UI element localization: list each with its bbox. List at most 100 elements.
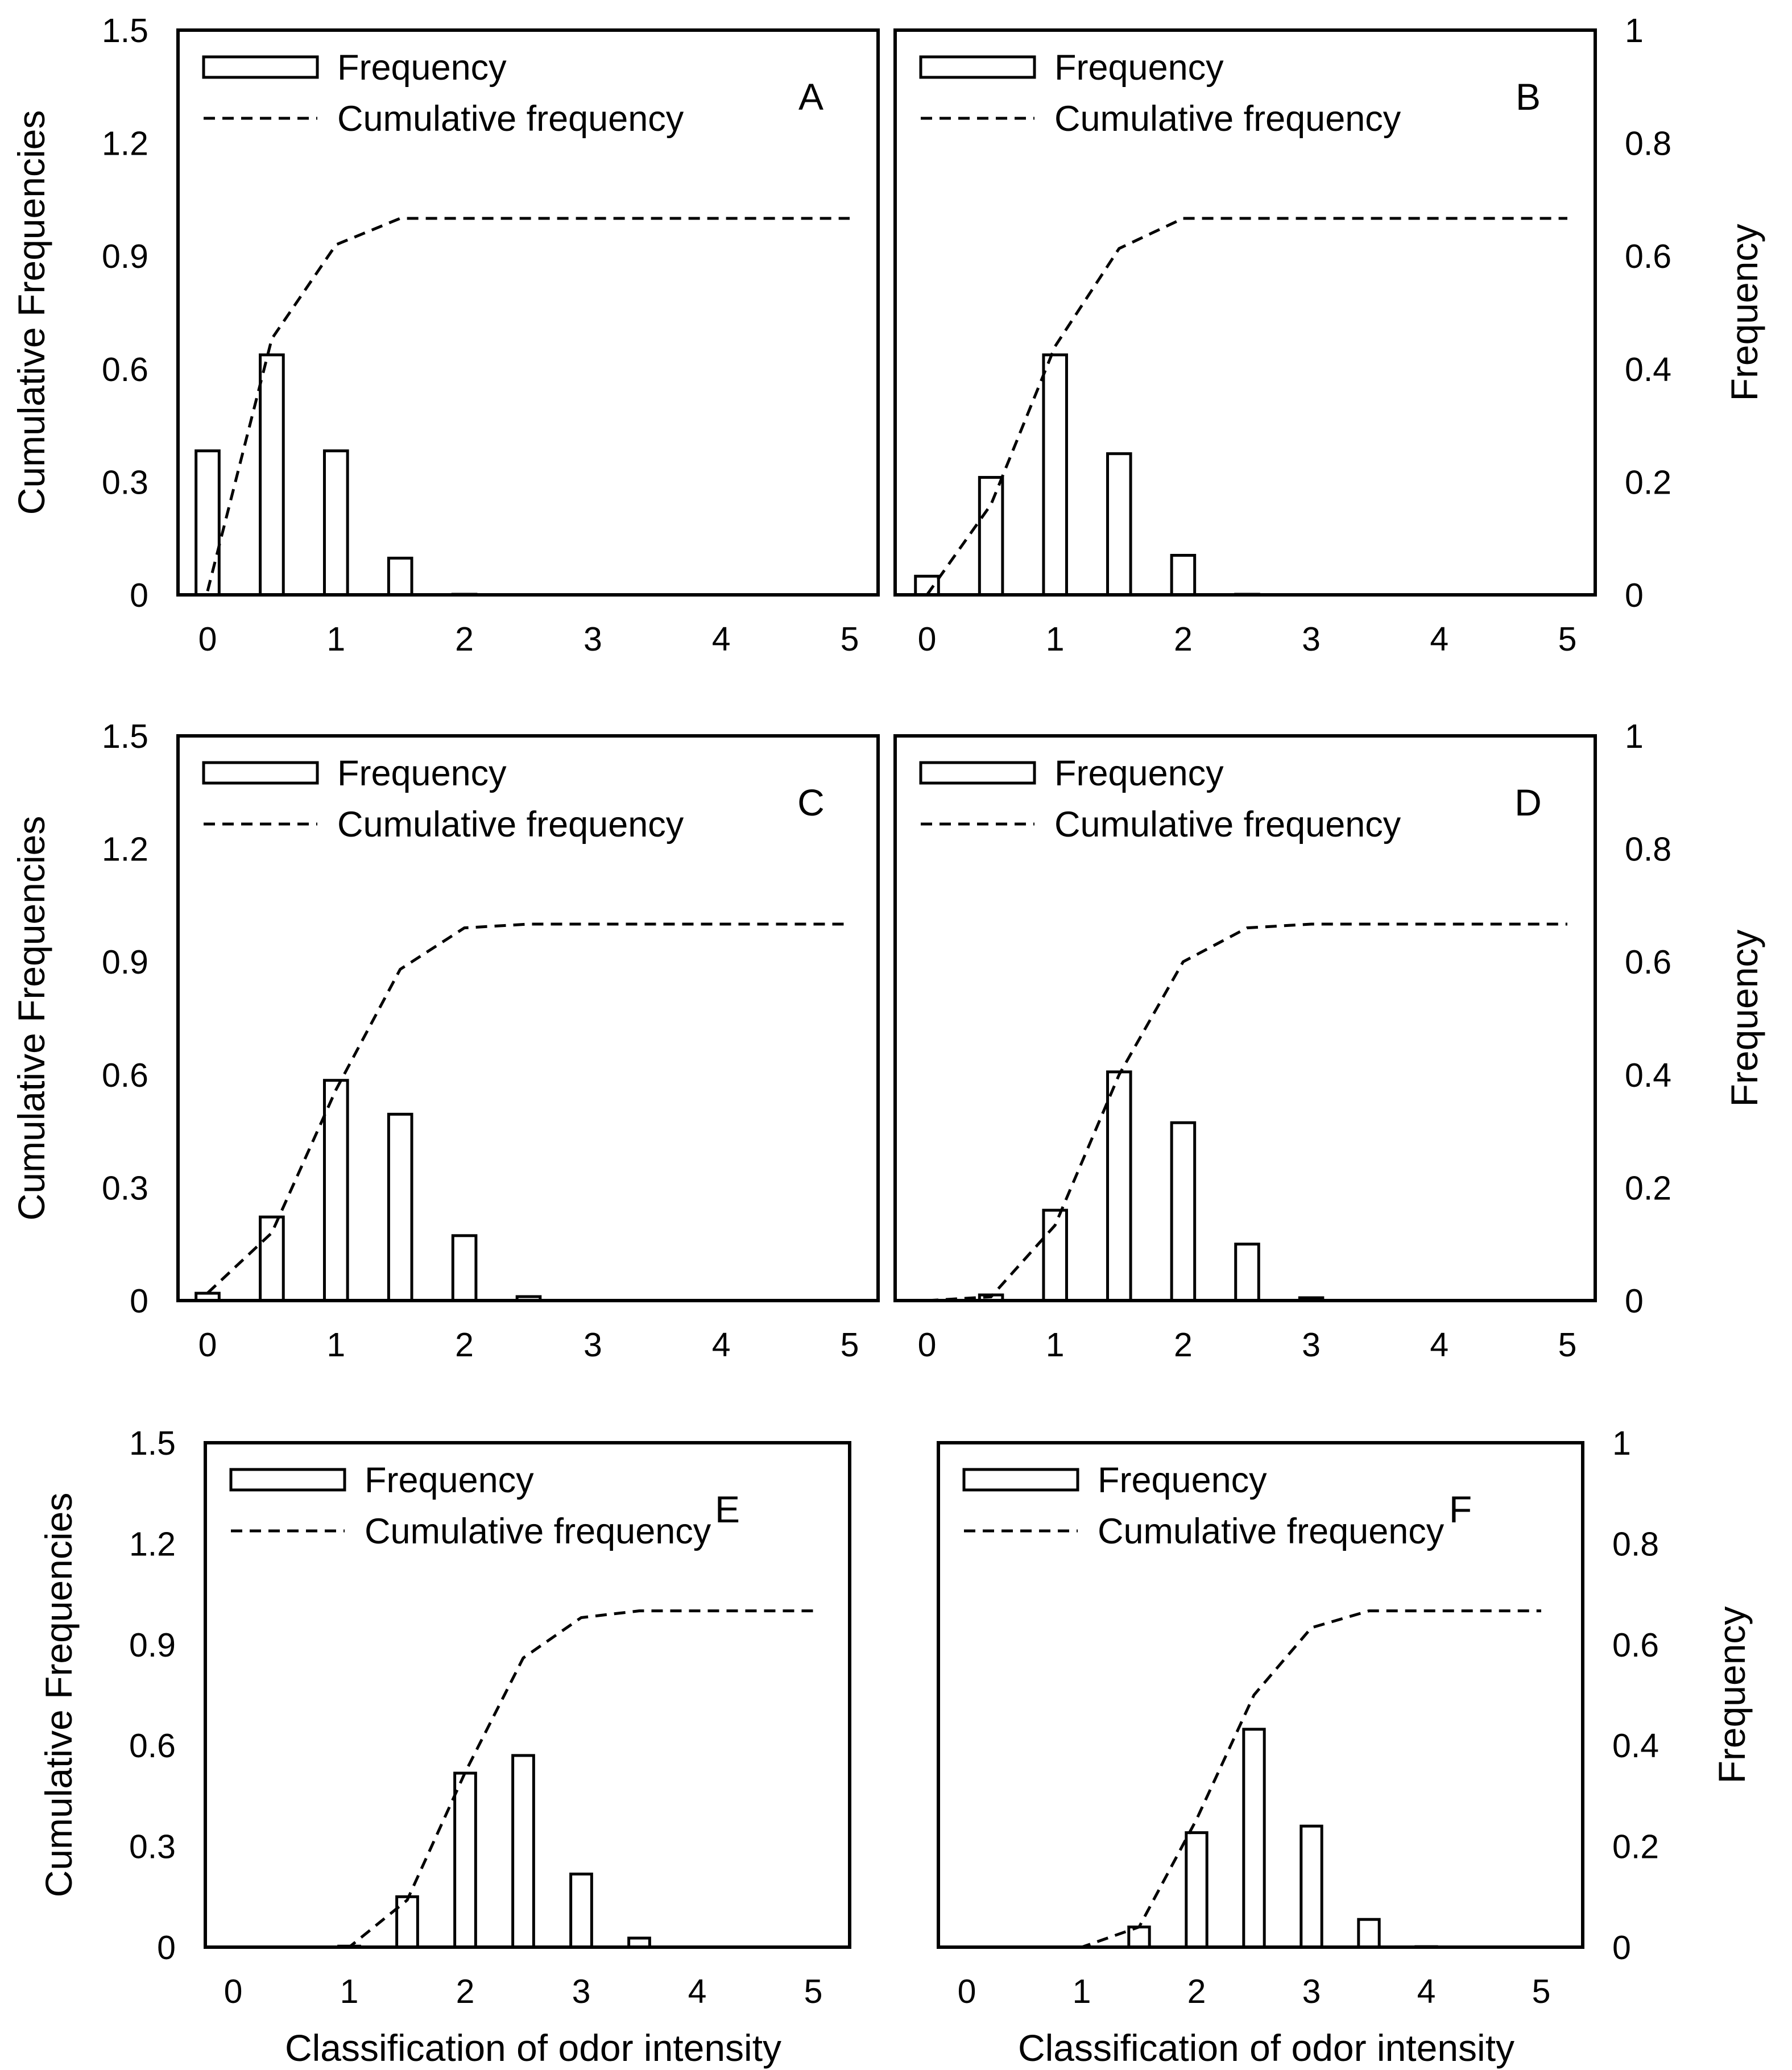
legend-frequency-swatch — [919, 55, 1036, 79]
legend-frequency-label: Frequency — [1098, 1460, 1267, 1500]
right-y-tick-label: 0.4 — [1612, 1727, 1659, 1765]
left-y-tick-label: 1.5 — [102, 718, 148, 755]
right-axis-title: Frequency — [1711, 1607, 1753, 1784]
legend-cumulative-label: Cumulative frequency — [337, 805, 684, 844]
frequency-bar — [387, 1112, 413, 1302]
x-tick-label: 5 — [1558, 620, 1577, 658]
frequency-bar — [1185, 1831, 1209, 1949]
x-tick-label: 1 — [340, 1973, 359, 2010]
legend-frequency-label: Frequency — [365, 1460, 534, 1500]
right-y-tick-label: 0 — [1612, 1929, 1631, 1966]
legend-frequency-swatch — [919, 761, 1036, 785]
chart-panel-e: 0 1 2 3 4 5 0 0.3 0.6 0.9 1.2 1.5 Cumulative Frequen… — [38, 1425, 851, 2069]
right-y-tick-label: 0.6 — [1625, 943, 1671, 981]
frequency-bar — [1127, 1926, 1151, 1949]
x-tick-label: 0 — [198, 1326, 217, 1364]
plot-frame — [937, 1441, 1584, 1949]
x-tick-label: 3 — [583, 620, 602, 658]
x-tick-label: 0 — [918, 1326, 937, 1364]
frequency-bar — [511, 1754, 535, 1949]
legend-frequency-swatch — [202, 761, 319, 785]
frequency-bar — [387, 556, 413, 597]
frequency-bar — [194, 449, 221, 597]
legend-frequency-label: Frequency — [337, 754, 507, 793]
left-y-tick-label: 0 — [130, 577, 148, 614]
frequency-bar — [1042, 353, 1068, 597]
legend-frequency-label: Frequency — [337, 48, 507, 88]
x-tick-label: 0 — [918, 620, 937, 658]
frequency-bar — [1242, 1728, 1266, 1949]
frequency-bar — [453, 1771, 477, 1949]
frequency-bar — [1170, 553, 1197, 597]
left-axis-title: Cumulative Frequencies — [10, 816, 52, 1221]
legend-frequency-swatch — [962, 1468, 1079, 1492]
x-tick-label: 4 — [1430, 1326, 1449, 1364]
legend-frequency-label: Frequency — [1054, 754, 1224, 793]
x-tick-label: 2 — [455, 620, 474, 658]
frequency-bar — [451, 1234, 478, 1302]
x-tick-label: 5 — [804, 1973, 823, 2010]
x-tick-label: 2 — [456, 1973, 475, 2010]
left-y-tick-label: 0.6 — [102, 351, 148, 388]
cumulative-frequency-line — [925, 217, 1567, 596]
panel-letter: E — [715, 1488, 740, 1530]
frequency-bar — [259, 353, 285, 597]
left-y-tick-label: 1.5 — [129, 1425, 176, 1462]
x-tick-label: 3 — [583, 1326, 602, 1364]
x-tick-label: 2 — [1174, 1326, 1193, 1364]
legend-cumulative-label: Cumulative frequency — [1098, 1512, 1445, 1551]
x-tick-label: 1 — [1046, 1326, 1065, 1364]
right-axis-title: Frequency — [1723, 930, 1765, 1107]
right-y-tick-label: 0.4 — [1625, 1057, 1671, 1094]
plot-frame — [204, 1441, 851, 1949]
x-tick-label: 5 — [841, 620, 859, 658]
frequency-bar — [1299, 1824, 1323, 1949]
left-y-tick-label: 0 — [130, 1282, 148, 1320]
right-y-tick-label: 0.8 — [1625, 831, 1671, 868]
x-tick-label: 4 — [1430, 620, 1449, 658]
legend-frequency-swatch — [202, 55, 319, 79]
x-tick-label: 4 — [1417, 1973, 1436, 2010]
x-tick-label: 4 — [712, 1326, 731, 1364]
x-tick-label: 3 — [1302, 1973, 1321, 2010]
left-y-tick-label: 0 — [157, 1929, 176, 1966]
x-tick-label: 1 — [1046, 620, 1065, 658]
x-tick-label: 0 — [198, 620, 217, 658]
panel-letter: F — [1449, 1488, 1472, 1530]
right-y-tick-label: 1 — [1612, 1425, 1631, 1462]
frequency-bar — [322, 1079, 349, 1302]
frequency-bar — [322, 449, 349, 597]
frequency-bar — [1106, 452, 1132, 597]
x-tick-label: 5 — [841, 1326, 859, 1364]
left-y-tick-label: 0.3 — [102, 463, 148, 501]
right-y-tick-label: 0.8 — [1625, 125, 1671, 163]
left-y-tick-label: 0.9 — [102, 943, 148, 981]
frequency-bar — [1042, 1208, 1068, 1302]
chart-panel-d: 0 1 2 3 4 5 0 0.2 0.4 0.6 0.8 1 Frequency Frequency Cu… — [893, 718, 1765, 1364]
x-tick-label: 3 — [1302, 620, 1321, 658]
x-tick-label: 5 — [1558, 1326, 1577, 1364]
x-tick-label: 5 — [1532, 1973, 1551, 2010]
right-y-tick-label: 0 — [1625, 577, 1644, 614]
legend-cumulative-label: Cumulative frequency — [1054, 99, 1401, 139]
right-y-tick-label: 0.6 — [1625, 238, 1671, 275]
frequency-bar — [1357, 1918, 1381, 1949]
left-y-tick-label: 1.5 — [102, 12, 148, 49]
chart-panel-c: 0 1 2 3 4 5 0 0.3 0.6 0.9 1.2 1.5 Cumulative Frequen… — [10, 718, 880, 1364]
cumulative-frequency-line — [206, 217, 850, 591]
right-y-tick-label: 0.4 — [1625, 351, 1671, 388]
left-y-tick-label: 0.6 — [129, 1727, 176, 1765]
right-y-tick-label: 0.2 — [1625, 1169, 1671, 1207]
x-tick-label: 4 — [688, 1973, 707, 2010]
frequency-bar — [978, 475, 1004, 597]
plot-frame — [893, 28, 1597, 597]
cumulative-frequency-line — [926, 922, 1567, 1302]
frequency-bar — [569, 1872, 593, 1949]
x-tick-label: 1 — [326, 1326, 345, 1364]
x-tick-label: 1 — [326, 620, 345, 658]
x-axis-title: Classification of odor intensity — [285, 2027, 781, 2069]
cumulative-frequency-line — [206, 922, 850, 1294]
x-tick-label: 4 — [712, 620, 731, 658]
frequency-bar — [914, 574, 940, 597]
frequency-bar — [259, 1215, 285, 1302]
